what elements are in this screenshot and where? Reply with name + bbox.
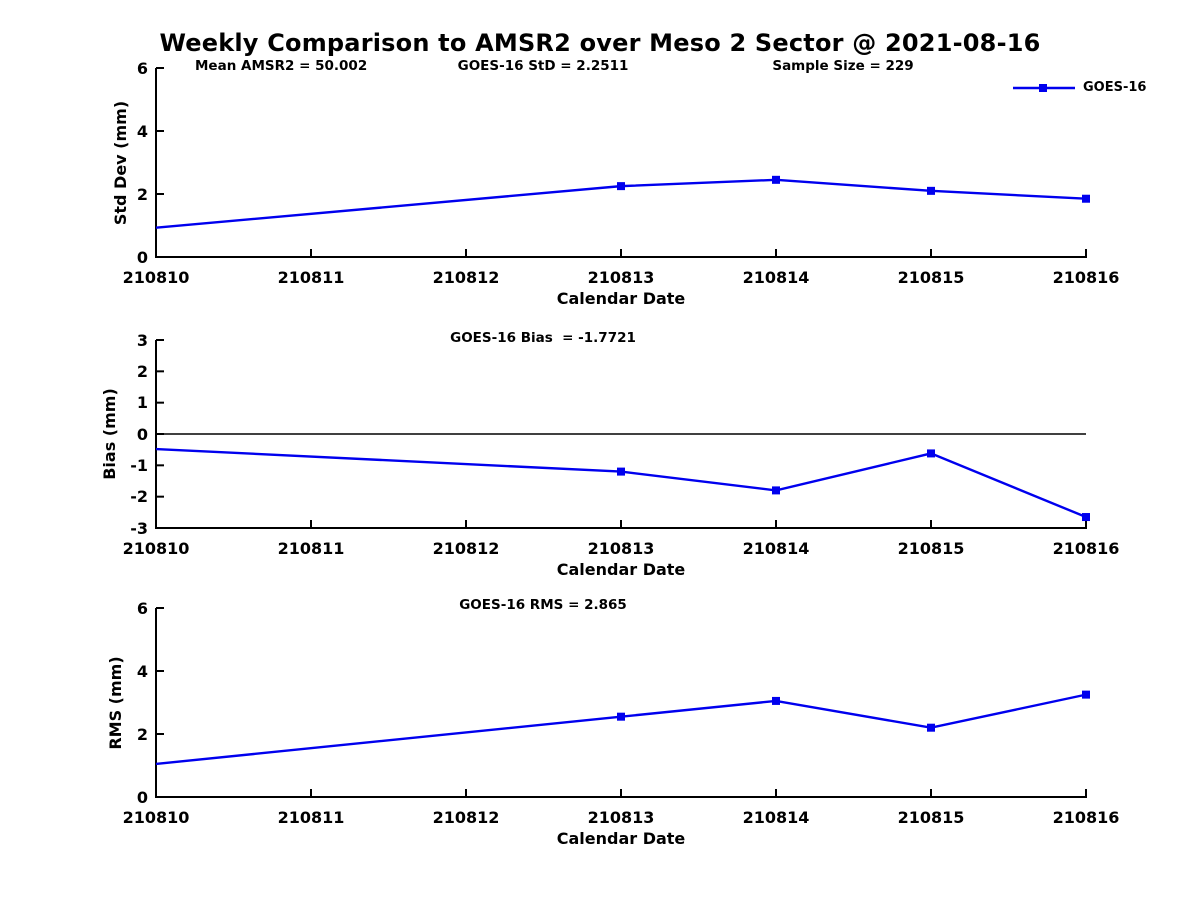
y-tick-label: 0 xyxy=(136,424,148,444)
legend-series-marker-icon xyxy=(1039,84,1047,92)
x-tick-label: 210814 xyxy=(742,539,810,558)
x-tick-label: 210813 xyxy=(587,539,655,558)
series-marker xyxy=(617,182,625,191)
series-marker xyxy=(927,449,935,458)
series-marker xyxy=(617,712,625,721)
x-tick-label: 210814 xyxy=(742,808,810,827)
series-marker xyxy=(1082,690,1090,699)
x-tick-label: 210815 xyxy=(897,539,965,558)
x-tick-label: 210810 xyxy=(122,808,190,827)
x-tick-label: 210816 xyxy=(1052,268,1120,287)
x-tick-label: 210810 xyxy=(122,539,190,558)
y-tick-label: 0 xyxy=(136,787,148,807)
y-tick-label: 1 xyxy=(136,393,148,413)
y-tick-label: 4 xyxy=(136,121,148,141)
series-marker xyxy=(927,723,935,732)
annotation-text: GOES-16 Bias = -1.7721 xyxy=(450,330,636,346)
series-marker xyxy=(617,467,625,476)
annotation-text: GOES-16 StD = 2.2511 xyxy=(457,58,629,74)
x-axis-title: Calendar Date xyxy=(556,829,686,848)
y-tick-label: 0 xyxy=(136,247,148,267)
x-tick-label: 210813 xyxy=(587,808,655,827)
x-tick-label: 210814 xyxy=(742,268,810,287)
series-marker xyxy=(927,186,935,195)
annotation-text: Mean AMSR2 = 50.002 xyxy=(195,58,368,74)
y-tick-label: 6 xyxy=(136,58,148,78)
series-line xyxy=(155,693,1087,766)
x-axis-title: Calendar Date xyxy=(556,289,686,308)
y-tick-label: 2 xyxy=(136,184,148,204)
y-tick-label: -3 xyxy=(130,518,148,538)
x-tick-label: 210816 xyxy=(1052,539,1120,558)
y-tick-label: 2 xyxy=(136,724,148,744)
series-marker xyxy=(1082,513,1090,522)
x-tick-label: 210811 xyxy=(277,808,345,827)
y-tick-label: 2 xyxy=(136,361,148,381)
x-tick-label: 210812 xyxy=(432,808,500,827)
annotation-text: Sample Size = 229 xyxy=(772,58,914,74)
y-axis-title: Std Dev (mm) xyxy=(111,100,130,225)
series-marker xyxy=(772,175,780,184)
x-tick-label: 210811 xyxy=(277,539,345,558)
x-tick-label: 210815 xyxy=(897,808,965,827)
x-tick-label: 210813 xyxy=(587,268,655,287)
x-axis-title: Calendar Date xyxy=(556,560,686,579)
legend-label: GOES-16 xyxy=(1083,80,1147,95)
y-tick-label: -2 xyxy=(130,487,148,507)
y-axis-title: RMS (mm) xyxy=(106,655,125,750)
legend: GOES-16 xyxy=(1012,80,1146,96)
series-marker xyxy=(772,486,780,495)
x-tick-label: 210810 xyxy=(122,268,190,287)
y-tick-label: 4 xyxy=(136,661,148,681)
y-axis-title: Bias (mm) xyxy=(100,388,119,480)
legend-line-sample-icon xyxy=(1013,84,1075,92)
y-tick-label: -1 xyxy=(130,455,148,475)
series-marker xyxy=(772,696,780,705)
series-marker xyxy=(1082,194,1090,203)
x-tick-label: 210816 xyxy=(1052,808,1120,827)
y-tick-label: 6 xyxy=(136,598,148,618)
series-line xyxy=(155,447,1087,519)
x-tick-label: 210812 xyxy=(432,539,500,558)
chart-title: Weekly Comparison to AMSR2 over Meso 2 S… xyxy=(159,29,1041,57)
x-tick-label: 210815 xyxy=(897,268,965,287)
x-tick-label: 210812 xyxy=(432,268,500,287)
x-tick-label: 210811 xyxy=(277,268,345,287)
y-tick-label: 3 xyxy=(136,330,148,350)
annotation-text: GOES-16 RMS = 2.865 xyxy=(459,597,627,613)
